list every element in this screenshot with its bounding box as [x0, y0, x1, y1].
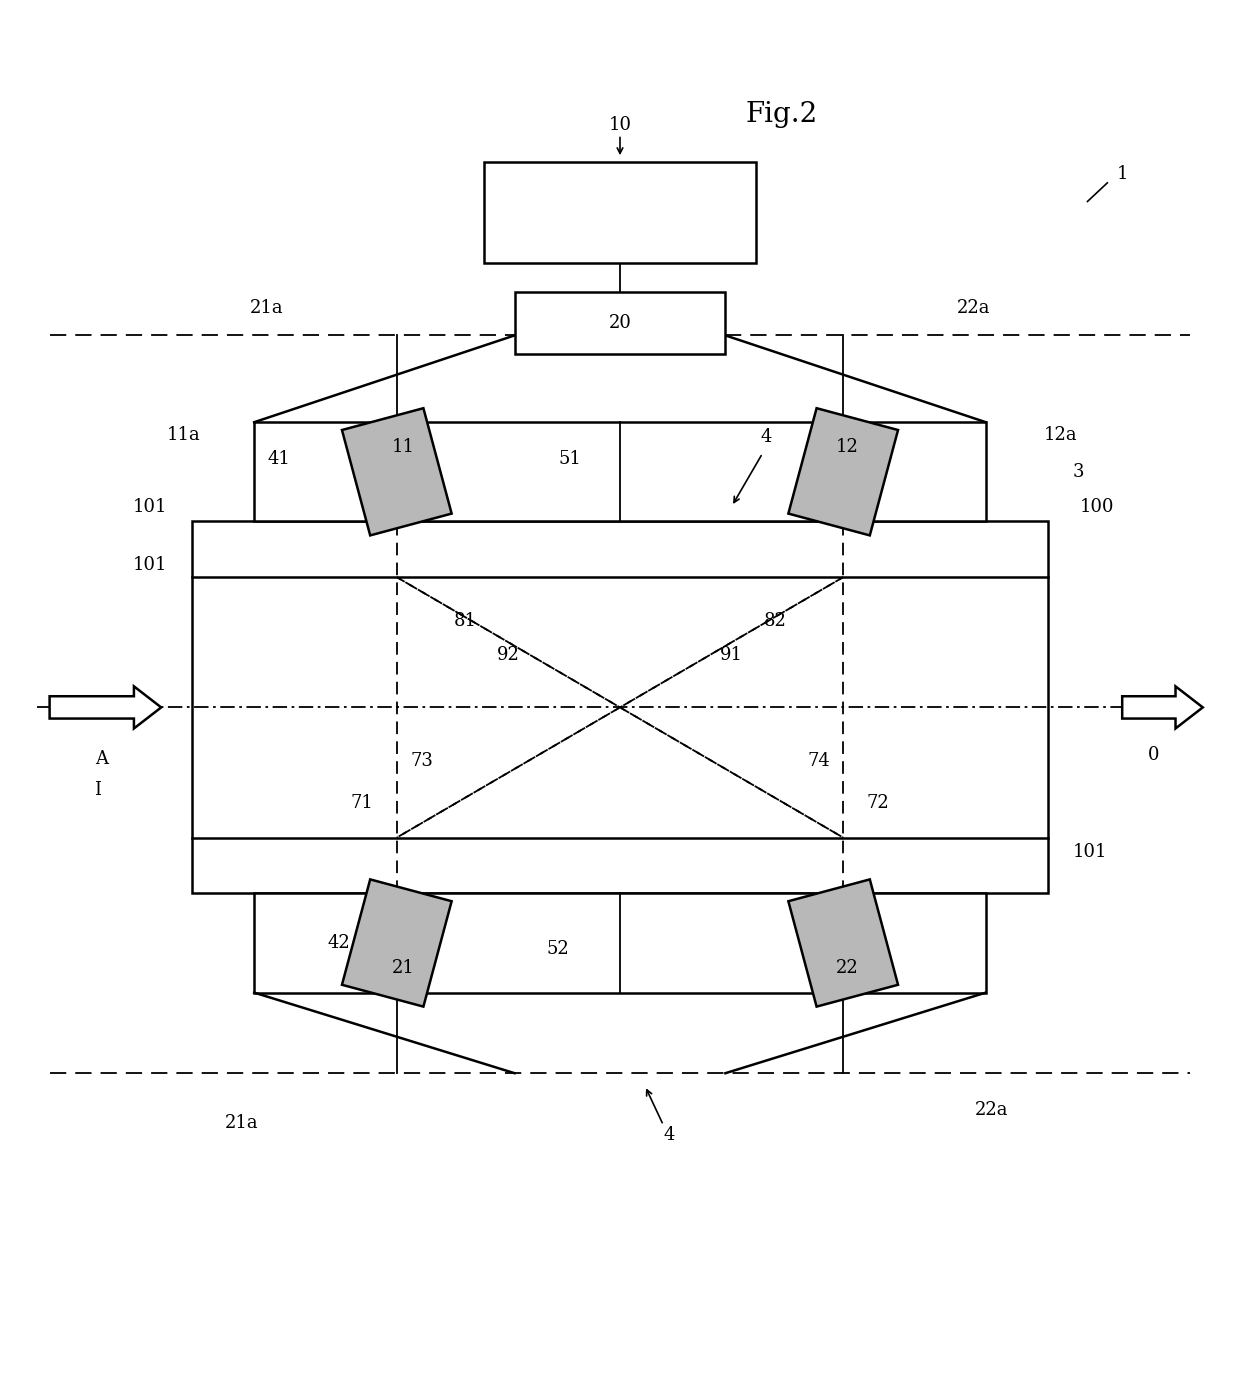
Text: 10: 10	[609, 115, 631, 133]
Text: 100: 100	[1080, 498, 1115, 516]
Text: 11: 11	[392, 438, 414, 456]
Text: 101: 101	[133, 498, 167, 516]
Text: 4: 4	[663, 1126, 676, 1144]
Text: I: I	[94, 781, 102, 799]
Text: 3: 3	[1073, 463, 1085, 481]
Text: 21: 21	[392, 959, 414, 977]
Bar	[789, 880, 898, 1006]
Text: 22: 22	[836, 959, 858, 977]
Text: 74: 74	[807, 752, 830, 770]
Text: 21a: 21a	[224, 1113, 259, 1131]
Text: 4: 4	[760, 428, 773, 446]
Text: 20: 20	[609, 314, 631, 332]
Bar	[789, 409, 898, 535]
Text: 11a: 11a	[166, 425, 201, 443]
Text: 72: 72	[867, 794, 889, 812]
Text: 0: 0	[1147, 745, 1159, 763]
FancyArrow shape	[50, 687, 161, 728]
Text: 22a: 22a	[975, 1101, 1009, 1119]
Bar	[254, 894, 986, 992]
Text: 12a: 12a	[1043, 425, 1078, 443]
Text: 82: 82	[764, 612, 786, 630]
FancyArrow shape	[1122, 687, 1203, 728]
Text: 101: 101	[133, 556, 167, 574]
Bar	[192, 521, 1048, 894]
Bar	[484, 161, 756, 264]
Text: 71: 71	[351, 794, 373, 812]
Text: 21a: 21a	[249, 299, 284, 317]
Text: 42: 42	[327, 934, 350, 952]
Text: 51: 51	[559, 450, 582, 468]
Text: 91: 91	[720, 646, 743, 664]
Bar	[342, 409, 451, 535]
Bar	[342, 880, 451, 1006]
Text: A: A	[95, 751, 108, 769]
Bar	[515, 292, 725, 354]
Text: 101: 101	[1073, 844, 1107, 862]
Text: 12: 12	[836, 438, 858, 456]
Bar	[254, 423, 986, 521]
Text: 1: 1	[1116, 165, 1128, 183]
Text: 92: 92	[497, 646, 520, 664]
Text: 22a: 22a	[956, 299, 991, 317]
Text: 52: 52	[547, 940, 569, 958]
Text: 73: 73	[410, 752, 433, 770]
Text: 81: 81	[454, 612, 476, 630]
Text: 41: 41	[268, 450, 290, 468]
Text: Fig.2: Fig.2	[745, 101, 817, 128]
